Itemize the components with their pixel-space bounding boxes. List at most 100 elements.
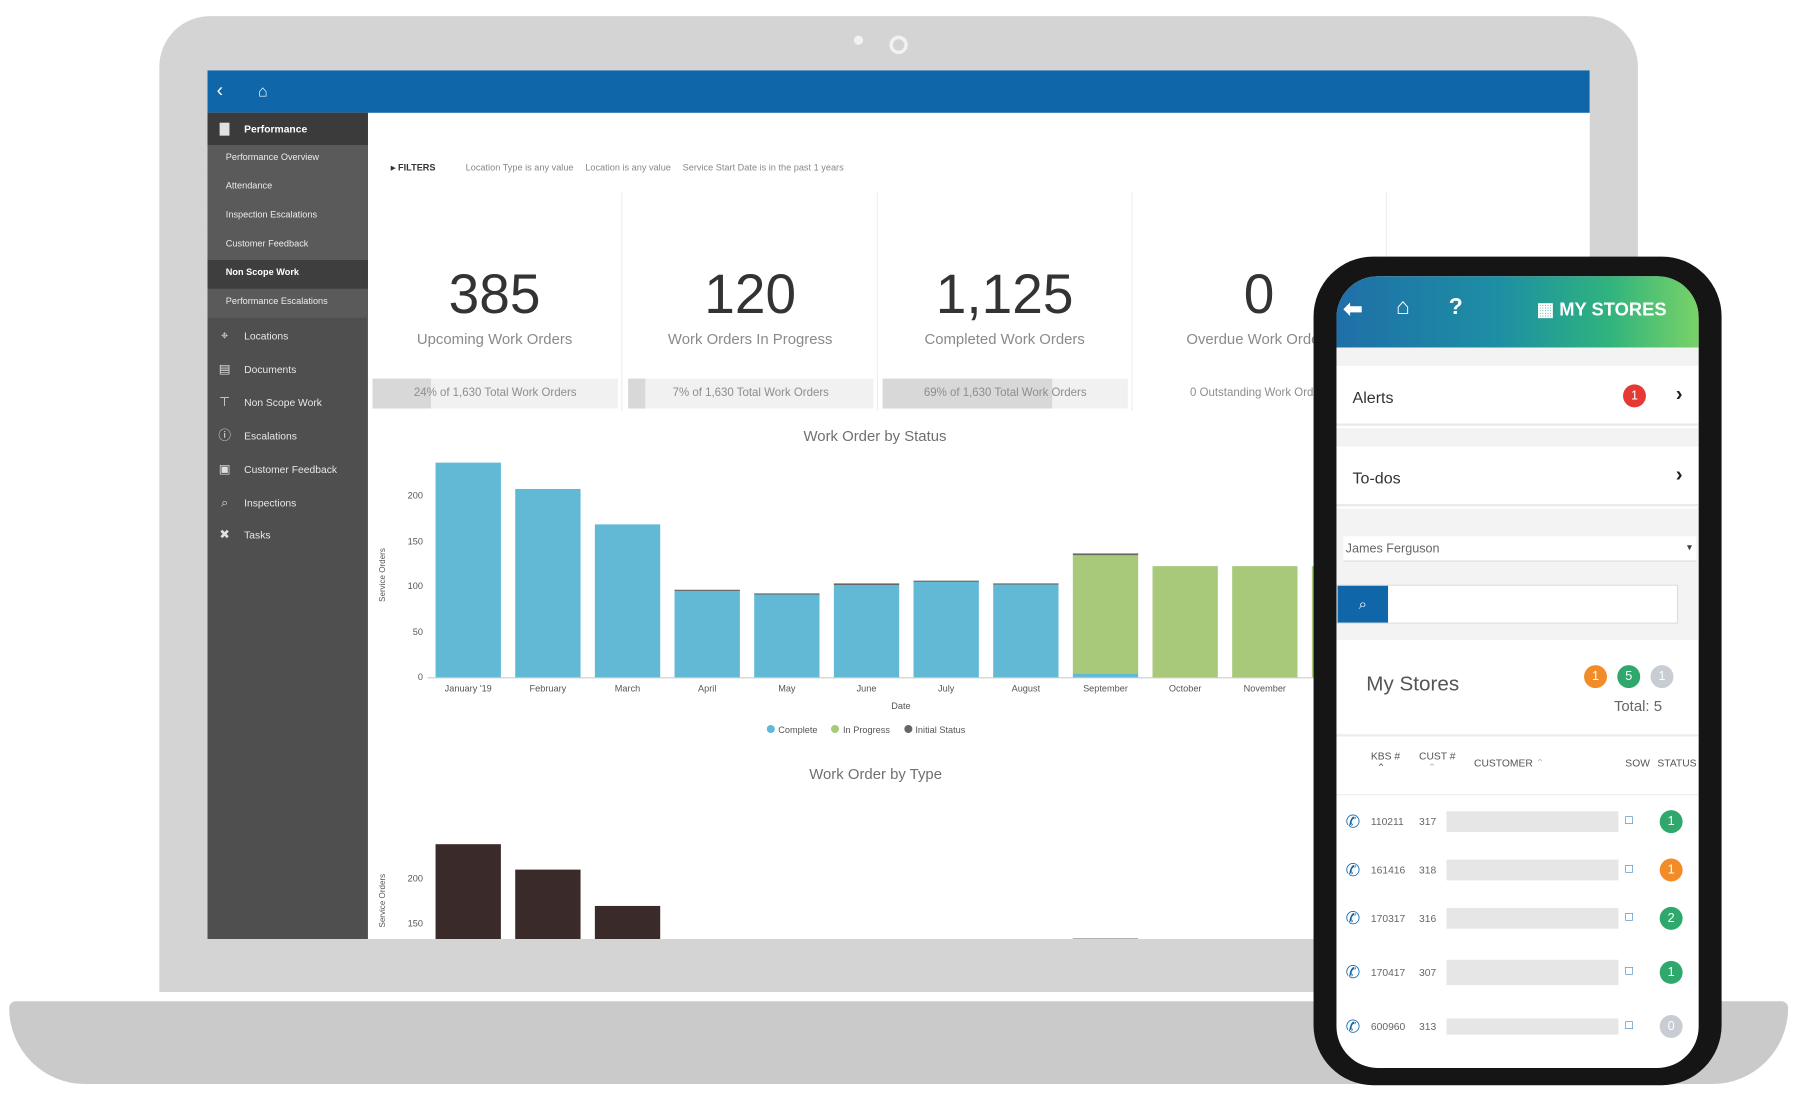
bar-in-progress[interactable]	[1232, 566, 1298, 678]
bar-complete[interactable]	[435, 462, 501, 678]
column-customer-label: CUSTOMER	[1474, 757, 1533, 769]
store-row[interactable]: ✆ 600960 313 □ 0	[1336, 1002, 1698, 1048]
phone-call-icon[interactable]: ✆	[1345, 812, 1361, 833]
store-row[interactable]: ✆ 161416 318 □ 1	[1336, 846, 1698, 892]
y-tick-label: 200	[407, 490, 423, 501]
store-customer-redacted	[1446, 907, 1619, 929]
phone-call-icon[interactable]: ✆	[1345, 1017, 1361, 1037]
sidebar-subitem-performance-escalations[interactable]: Performance Escalations	[207, 288, 368, 318]
kpi-in-progress: 120 Work Orders In Progress 7% of 1,630 …	[624, 192, 878, 411]
search-icon[interactable]: ⌕	[1337, 585, 1389, 623]
legend-swatch-complete	[766, 725, 775, 734]
kpi-value: 1,125	[935, 264, 1074, 326]
column-sow[interactable]: SOW	[1625, 757, 1650, 769]
store-cust: 317	[1418, 815, 1437, 828]
sidebar-subitem-inspection-escalations[interactable]: Inspection Escalations	[207, 202, 368, 232]
y-tick-label: 200	[407, 872, 423, 884]
sidebar-subitem-label: Performance Overview	[225, 151, 320, 163]
bar-complete[interactable]	[833, 585, 900, 678]
my-stores-title-text: MY STORES	[1559, 300, 1667, 320]
building-icon: ▦	[1536, 300, 1555, 320]
column-status[interactable]: STATUS	[1657, 757, 1697, 769]
chart-legend: Complete In Progress Initial Status	[755, 725, 965, 735]
bar-initial-status[interactable]	[754, 593, 820, 595]
alert-circle-icon: ⓘ	[218, 429, 231, 444]
bar-in-progress[interactable]	[1152, 566, 1218, 678]
kpi-progress-bar: 69% of 1,630 Total Work Orders	[882, 378, 1128, 409]
help-icon[interactable]: ?	[1448, 294, 1463, 320]
bar-initial-status[interactable]	[674, 589, 740, 591]
column-kbs[interactable]: KBS # ⌃	[1370, 750, 1401, 774]
store-row[interactable]: ✆ 170417 307 □ 1	[1336, 948, 1698, 994]
store-search[interactable]: ⌕	[1336, 584, 1679, 624]
bar-in-progress[interactable]	[1072, 555, 1139, 674]
phone-call-icon[interactable]: ✆	[1345, 860, 1361, 881]
sidebar-item-label: Escalations	[244, 430, 297, 442]
bar-initial-status[interactable]	[993, 583, 1059, 585]
magnifier-icon: ⌕	[221, 495, 229, 510]
bar-value[interactable]	[594, 905, 661, 940]
search-input[interactable]	[1390, 588, 1673, 621]
bar-complete[interactable]	[515, 488, 581, 678]
my-stores-title: ▦ MY STORES	[1537, 298, 1667, 321]
user-select-value: James Ferguson	[1345, 542, 1440, 556]
bar-complete[interactable]	[674, 590, 740, 678]
todos-row[interactable]: To-dos ›	[1336, 446, 1699, 507]
store-row[interactable]: ✆ 110211 317 □ 1	[1336, 798, 1698, 844]
store-kbs: 600960	[1370, 1020, 1406, 1033]
document-icon[interactable]: □	[1625, 910, 1633, 925]
bar-complete[interactable]	[1072, 673, 1139, 678]
filter-location-type[interactable]: Location Type is any value	[465, 162, 574, 173]
alerts-row[interactable]: Alerts 1 ›	[1336, 365, 1699, 426]
store-row[interactable]: ✆ 170317 316 □ 2	[1336, 894, 1698, 940]
filter-service-start[interactable]: Service Start Date is in the past 1 year…	[682, 162, 844, 173]
kpi-value: 120	[704, 264, 797, 326]
column-cust[interactable]: CUST # ⌃	[1418, 750, 1456, 774]
kpi-progress-text: 7% of 1,630 Total Work Orders	[672, 386, 829, 400]
kpi-progress-fill	[882, 378, 1052, 409]
back-circle-icon[interactable]: ⬅	[1343, 296, 1363, 323]
chevron-left-icon[interactable]: ‹	[216, 79, 224, 102]
phone-call-icon[interactable]: ✆	[1345, 963, 1361, 983]
sidebar-subitem-performance-overview[interactable]: Performance Overview	[207, 145, 368, 174]
user-select[interactable]: James Ferguson ▾	[1343, 536, 1697, 562]
sidebar-item-performance[interactable]: ▇ Performance	[207, 112, 368, 146]
sidebar-item-label: Documents	[244, 363, 297, 376]
phone-call-icon[interactable]: ✆	[1345, 909, 1361, 929]
home-icon[interactable]: ⌂	[1396, 294, 1410, 320]
sidebar-subitem-customer-feedback[interactable]: Customer Feedback	[207, 231, 368, 261]
y-tick-label: 0	[417, 672, 423, 683]
document-icon[interactable]: □	[1625, 813, 1633, 828]
alerts-label: Alerts	[1352, 387, 1394, 407]
y-tick-label: 50	[412, 626, 423, 638]
sidebar-subitem-label: Performance Escalations	[225, 295, 328, 307]
kpi-upcoming: 385 Upcoming Work Orders 24% of 1,630 To…	[368, 192, 623, 411]
kpi-progress-fill	[628, 378, 646, 409]
filters-label[interactable]: ▸ FILTERS	[390, 162, 436, 173]
kpi-progress-fill	[372, 378, 432, 409]
sidebar-subitem-attendance[interactable]: Attendance	[207, 173, 368, 203]
bar-complete[interactable]	[913, 581, 979, 678]
bar-complete[interactable]	[754, 594, 820, 678]
home-icon[interactable]: ⌂	[257, 81, 268, 101]
bar-complete[interactable]	[993, 584, 1059, 678]
bar-initial-status[interactable]	[1072, 553, 1139, 556]
bar-complete[interactable]	[594, 524, 661, 678]
filter-location[interactable]: Location is any value	[585, 162, 671, 173]
bar-value[interactable]	[435, 844, 501, 940]
document-icon[interactable]: □	[1625, 1018, 1633, 1033]
top-bar: ‹ ⌂	[207, 70, 1590, 113]
sidebar-item-label: Inspections	[244, 497, 297, 509]
filters-bar[interactable]: ▸ FILTERS Location Type is any value Loc…	[391, 162, 853, 172]
column-customer[interactable]: CUSTOMER ⌃	[1474, 757, 1545, 769]
bar-value[interactable]	[515, 869, 581, 940]
kpi-progress-text: 0 Outstanding Work Orders	[1190, 386, 1330, 400]
legend-initial-status: Initial Status	[915, 725, 966, 736]
document-icon[interactable]: □	[1625, 964, 1633, 979]
my-stores-heading: My Stores	[1366, 672, 1460, 696]
phone-divider	[1336, 734, 1699, 737]
bar-initial-status[interactable]	[833, 583, 900, 586]
sidebar-subitem-non-scope-work[interactable]: Non Scope Work	[207, 260, 368, 289]
bar-initial-status[interactable]	[913, 580, 979, 582]
document-icon[interactable]: □	[1625, 861, 1633, 876]
